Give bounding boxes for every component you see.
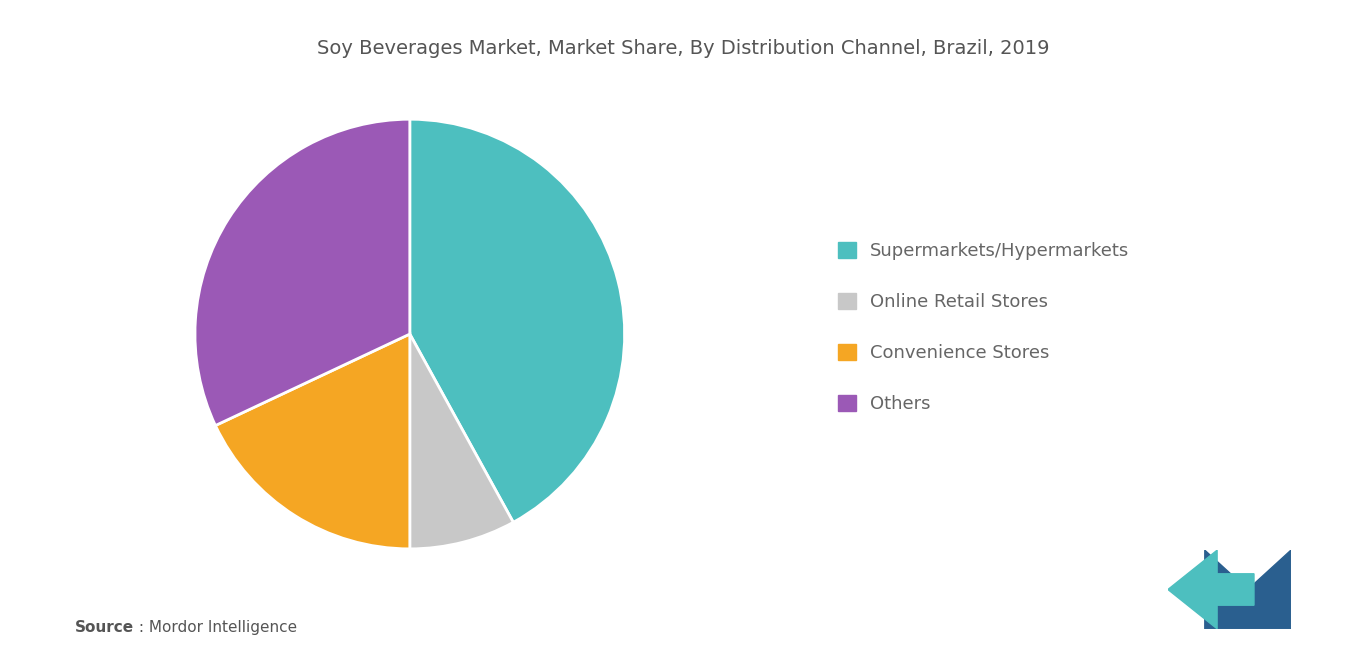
Wedge shape	[216, 334, 410, 549]
Legend: Supermarkets/Hypermarkets, Online Retail Stores, Convenience Stores, Others: Supermarkets/Hypermarkets, Online Retail…	[829, 233, 1138, 422]
Wedge shape	[410, 334, 514, 549]
Text: : Mordor Intelligence: : Mordor Intelligence	[134, 620, 296, 635]
Wedge shape	[195, 119, 410, 426]
Polygon shape	[1168, 550, 1254, 629]
Wedge shape	[410, 119, 624, 522]
Polygon shape	[1205, 550, 1291, 629]
Text: Soy Beverages Market, Market Share, By Distribution Channel, Brazil, 2019: Soy Beverages Market, Market Share, By D…	[317, 39, 1049, 58]
Text: Source: Source	[75, 620, 134, 635]
